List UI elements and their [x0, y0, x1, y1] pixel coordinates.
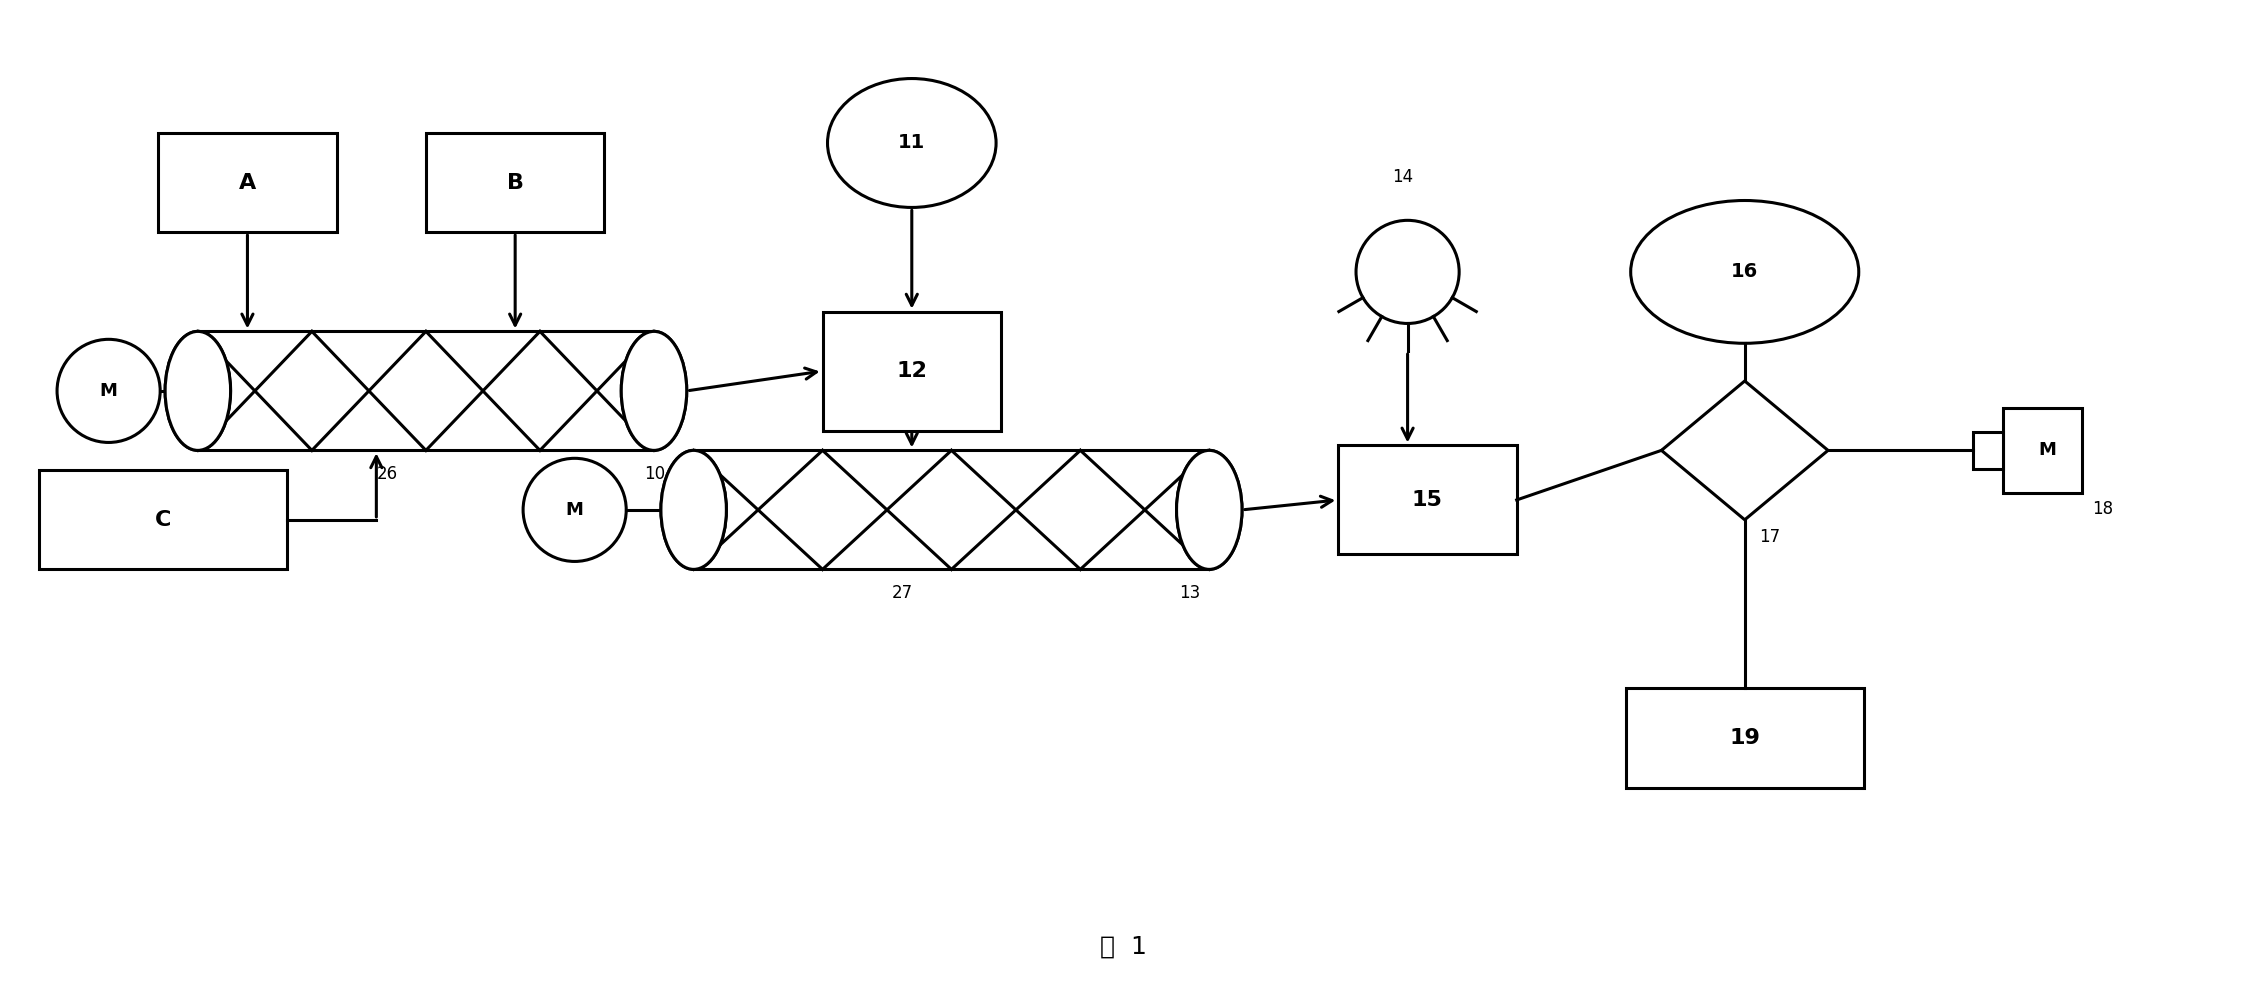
- Bar: [1973, 432, 2002, 469]
- Bar: [1627, 688, 1863, 787]
- Text: 11: 11: [899, 134, 926, 152]
- Text: M: M: [2038, 442, 2056, 459]
- Text: B: B: [506, 172, 524, 193]
- Text: 12: 12: [897, 361, 928, 381]
- Text: 图  1: 图 1: [1101, 935, 1146, 958]
- Polygon shape: [1661, 381, 1829, 520]
- Ellipse shape: [661, 450, 726, 569]
- Circle shape: [56, 340, 160, 443]
- Circle shape: [524, 458, 627, 561]
- Ellipse shape: [1177, 450, 1243, 569]
- Bar: [1339, 446, 1517, 554]
- Text: 13: 13: [1180, 584, 1200, 602]
- Ellipse shape: [164, 332, 231, 450]
- Ellipse shape: [620, 332, 688, 450]
- Ellipse shape: [620, 332, 688, 450]
- Bar: [198, 332, 654, 450]
- Text: 14: 14: [1393, 167, 1413, 186]
- Text: A: A: [238, 172, 256, 193]
- Text: 18: 18: [2092, 500, 2112, 518]
- Bar: [427, 133, 604, 233]
- Ellipse shape: [1177, 450, 1243, 569]
- Text: C: C: [155, 510, 171, 530]
- Text: 27: 27: [892, 584, 912, 602]
- Ellipse shape: [827, 78, 995, 208]
- Ellipse shape: [1631, 201, 1858, 344]
- Text: M: M: [566, 501, 584, 519]
- Bar: [38, 470, 288, 569]
- Text: 16: 16: [1730, 262, 1759, 281]
- Ellipse shape: [661, 450, 726, 569]
- Bar: [157, 133, 337, 233]
- Bar: [694, 450, 1209, 569]
- Text: M: M: [99, 382, 117, 400]
- Bar: [822, 312, 1002, 431]
- Text: 19: 19: [1730, 728, 1759, 747]
- Text: 26: 26: [375, 465, 398, 483]
- Bar: [2002, 408, 2083, 492]
- Text: 17: 17: [1759, 528, 1780, 545]
- Ellipse shape: [164, 332, 231, 450]
- Text: 10: 10: [645, 465, 665, 483]
- Circle shape: [1355, 221, 1458, 324]
- Text: 15: 15: [1411, 490, 1443, 510]
